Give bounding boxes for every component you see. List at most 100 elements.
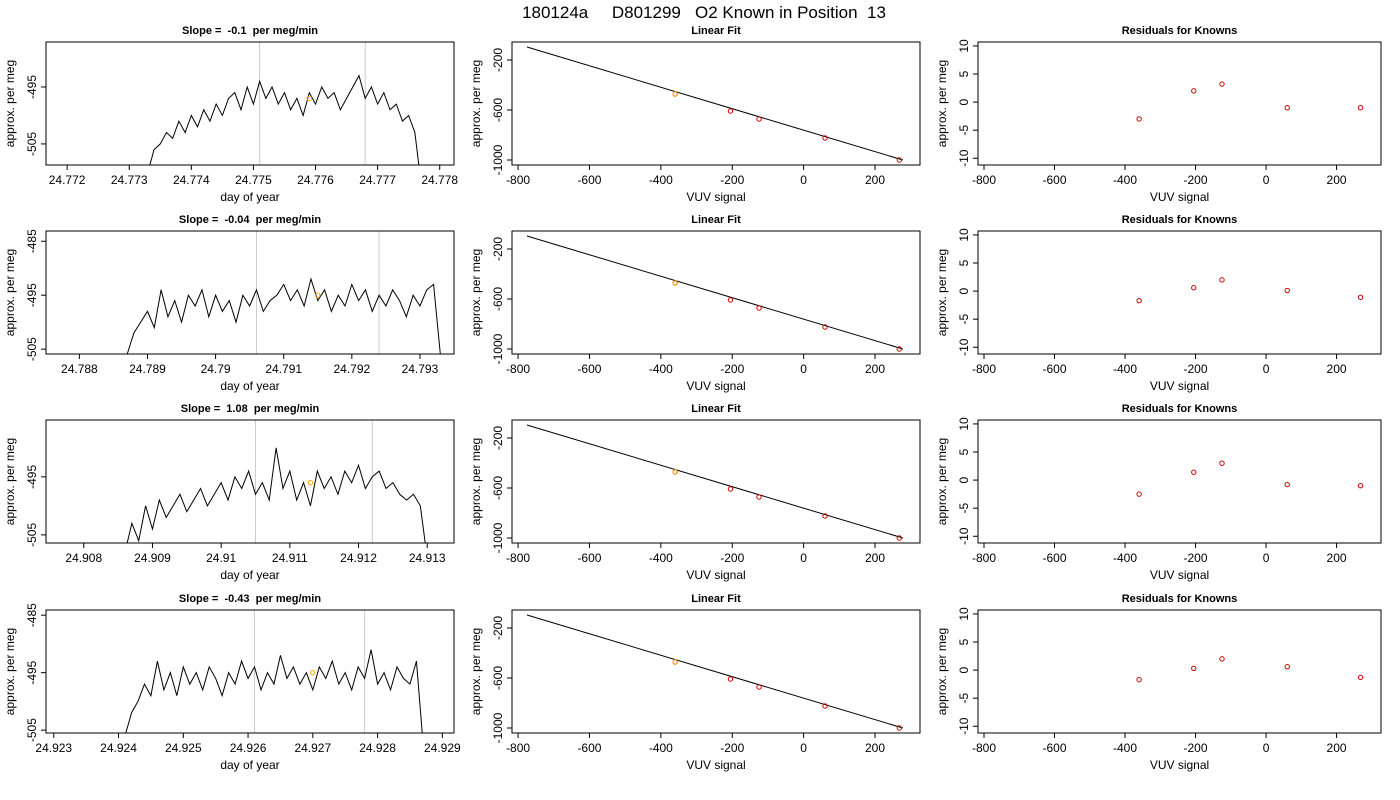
x-tick-label: 24.79 xyxy=(201,362,231,376)
x-tick-label: -800 xyxy=(972,741,996,755)
plot-frame xyxy=(977,41,1382,166)
data-point xyxy=(1284,664,1290,670)
y-tick-label: -5 xyxy=(957,693,971,704)
data-point xyxy=(727,486,734,492)
x-tick-label: 200 xyxy=(1327,551,1347,565)
x-tick-label: -400 xyxy=(649,551,673,565)
panel-title: Residuals for Knowns xyxy=(1122,214,1238,226)
x-tick-label: -200 xyxy=(720,741,744,755)
y-axis-label: approx. per meg xyxy=(935,249,949,336)
plot-area xyxy=(149,42,420,165)
plot-frame xyxy=(511,41,921,166)
x-tick-label: -600 xyxy=(1042,551,1066,565)
x-tick-label: 24.788 xyxy=(61,362,98,376)
x-tick-label: -600 xyxy=(1042,741,1066,755)
series-line xyxy=(526,46,904,161)
x-tick-label: 0 xyxy=(1263,173,1270,187)
x-tick-label: 24.928 xyxy=(359,741,396,755)
y-tick-label: -5 xyxy=(957,125,971,136)
panel-title: Slope = -0.43 per meg/min xyxy=(179,593,321,605)
series-line xyxy=(125,649,423,733)
y-tick-label: -1000 xyxy=(491,522,505,553)
data-point xyxy=(756,305,762,311)
x-tick-label: 200 xyxy=(1327,173,1347,187)
x-tick-label: -400 xyxy=(1113,362,1137,376)
y-tick-label: 10 xyxy=(957,607,971,621)
panel: Slope = -0.04 per meg/min day of year appr… xyxy=(3,214,455,393)
x-tick-label: -600 xyxy=(577,551,601,565)
plot-area xyxy=(126,420,426,543)
y-tick-label: 5 xyxy=(957,638,971,645)
x-axis-label: VUV signal xyxy=(686,379,745,393)
plot-area xyxy=(1136,460,1364,497)
x-tick-label: 24.778 xyxy=(421,173,458,187)
data-point xyxy=(896,725,902,731)
plot-frame xyxy=(511,419,921,544)
panel-title: Residuals for Knowns xyxy=(1122,593,1238,605)
data-point xyxy=(1284,287,1290,294)
x-axis-label: day of year xyxy=(220,379,279,393)
data-point xyxy=(822,513,828,519)
x-tick-label: 24.777 xyxy=(359,173,396,187)
panel: Residuals for Knowns VUV signal approx. pe… xyxy=(935,403,1382,582)
data-point xyxy=(1284,105,1290,111)
plot-area xyxy=(1136,81,1364,122)
data-point xyxy=(1357,674,1364,681)
data-point xyxy=(1191,88,1197,94)
panel-title: Slope = 1.08 per meg/min xyxy=(181,403,320,415)
x-tick-label: 24.908 xyxy=(65,551,102,565)
plot-frame xyxy=(511,230,921,355)
y-axis-label: approx. per meg xyxy=(3,249,17,336)
y-tick-label: -10 xyxy=(957,717,971,735)
x-tick-label: 24.772 xyxy=(49,173,86,187)
x-tick-label: 0 xyxy=(800,741,807,755)
y-axis-label: approx. per meg xyxy=(3,628,17,715)
x-tick-label: 0 xyxy=(1263,362,1270,376)
panel-title: Linear Fit xyxy=(691,593,741,605)
y-axis-label: approx. per meg xyxy=(935,628,949,715)
x-tick-label: -200 xyxy=(1184,362,1208,376)
x-tick-label: -800 xyxy=(506,362,530,376)
y-tick-label: -600 xyxy=(491,666,505,690)
y-tick-label: 0 xyxy=(957,98,971,105)
x-tick-label: 0 xyxy=(800,173,807,187)
y-tick-label: 5 xyxy=(957,259,971,266)
series-line xyxy=(526,424,904,539)
x-tick-label: -400 xyxy=(649,173,673,187)
plot-area xyxy=(526,614,904,731)
x-tick-label: -800 xyxy=(506,741,530,755)
y-tick-label: -505 xyxy=(25,523,39,547)
data-point xyxy=(1136,491,1142,497)
plot-area xyxy=(526,424,904,541)
x-tick-label: 24.91 xyxy=(206,551,236,565)
series-line xyxy=(149,74,420,165)
x-tick-label: 200 xyxy=(1327,362,1347,376)
x-axis-label: VUV signal xyxy=(1150,758,1209,772)
y-tick-label: -600 xyxy=(491,98,505,122)
y-tick-label: -1000 xyxy=(491,144,505,175)
x-tick-label: -400 xyxy=(1113,551,1137,565)
x-tick-label: -800 xyxy=(972,362,996,376)
plot-frame xyxy=(977,230,1382,355)
data-point xyxy=(672,91,678,97)
x-tick-label: -600 xyxy=(1042,362,1066,376)
y-axis-label: approx. per meg xyxy=(469,438,483,525)
data-point xyxy=(1136,116,1142,122)
data-point xyxy=(1219,81,1225,87)
series-line xyxy=(526,235,904,350)
x-tick-label: 200 xyxy=(1327,741,1347,755)
data-point xyxy=(1136,676,1142,683)
x-tick-label: -200 xyxy=(1184,173,1208,187)
y-tick-label: 0 xyxy=(957,666,971,673)
data-point xyxy=(896,346,902,352)
data-point xyxy=(1136,297,1142,304)
y-tick-label: 5 xyxy=(957,70,971,77)
panel: Residuals for Knowns VUV signal approx. pe… xyxy=(935,214,1382,393)
plot-frame xyxy=(45,41,455,166)
y-axis-label: approx. per meg xyxy=(935,438,949,525)
plot-area xyxy=(126,231,441,354)
plot-area xyxy=(1136,656,1364,683)
x-tick-label: 24.924 xyxy=(100,741,137,755)
data-point xyxy=(1284,481,1290,488)
